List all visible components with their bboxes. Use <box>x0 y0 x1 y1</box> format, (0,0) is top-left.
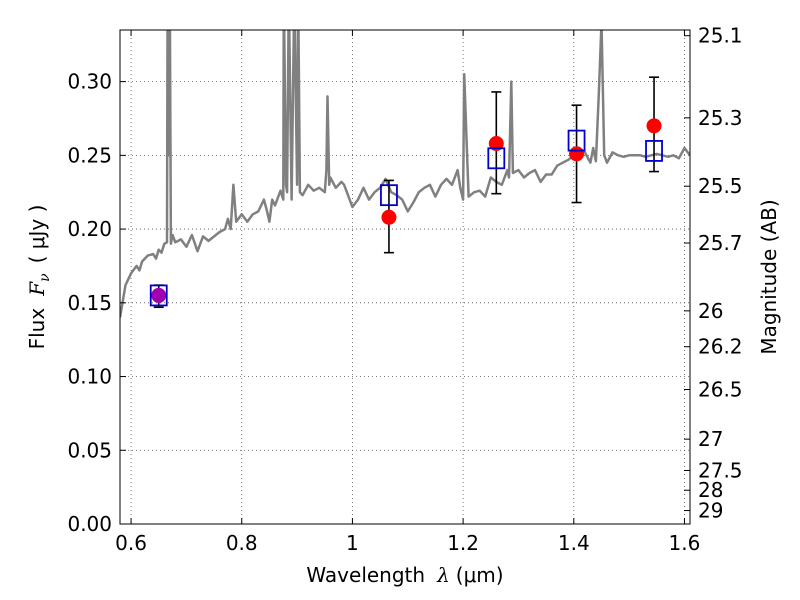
spectrum-line <box>120 30 690 318</box>
mag-tick-label: 25.1 <box>698 24 743 48</box>
model-point <box>149 284 168 307</box>
model-point <box>487 147 506 170</box>
x-tick-label: 1.6 <box>669 531 701 555</box>
mag-tick-label: 26 <box>698 299 723 323</box>
mag-tick-label: 26.2 <box>698 335 743 359</box>
observed-point <box>569 146 585 162</box>
mag-tick-label: 27 <box>698 427 723 451</box>
y-tick-label: 0.20 <box>67 217 112 241</box>
plot-content <box>120 30 690 318</box>
observed-point <box>646 118 662 134</box>
model-point <box>380 184 398 207</box>
y-tick-label: 0.15 <box>67 291 112 315</box>
mag-tick-label: 28 <box>698 478 723 502</box>
mag-tick-label: 29 <box>698 499 723 523</box>
y2-axis-label: Magnitude (AB) <box>757 199 781 354</box>
mag-tick-label: 26.5 <box>698 378 743 402</box>
y-axis-label: FluxFν( μJy ) <box>25 205 53 350</box>
grid-lines <box>120 30 690 525</box>
model-point <box>645 140 663 162</box>
plot-frame <box>119 29 691 525</box>
y-tick-label: 0.10 <box>67 365 112 389</box>
y-tick-label: 0.00 <box>67 512 112 536</box>
axis-ticks: 0.6 0.8 1 1.2 1.4 1.6 0.00 0.05 0.10 0.15 0.20 0.25… <box>67 24 742 555</box>
observed-point <box>381 209 397 225</box>
mag-tick-label: 25.3 <box>698 106 743 130</box>
mag-tick-label: 25.7 <box>698 231 743 255</box>
observed-point <box>151 287 167 303</box>
x-tick-label: 1 <box>346 531 359 555</box>
model-point <box>567 129 586 152</box>
y-tick-label: 0.25 <box>67 143 112 167</box>
mag-tick-label: 27.5 <box>698 458 743 482</box>
x-axis-label: Wavelength λ (μm) <box>306 563 503 587</box>
mag-tick-label: 25.5 <box>698 174 743 198</box>
x-tick-label: 1.2 <box>447 531 479 555</box>
x-tick-label: 0.6 <box>115 531 147 555</box>
x-tick-label: 0.8 <box>226 531 258 555</box>
x-tick-label: 1.4 <box>558 531 590 555</box>
y-tick-label: 0.30 <box>67 70 112 94</box>
observed-point <box>488 136 504 152</box>
y-tick-label: 0.05 <box>67 438 112 462</box>
